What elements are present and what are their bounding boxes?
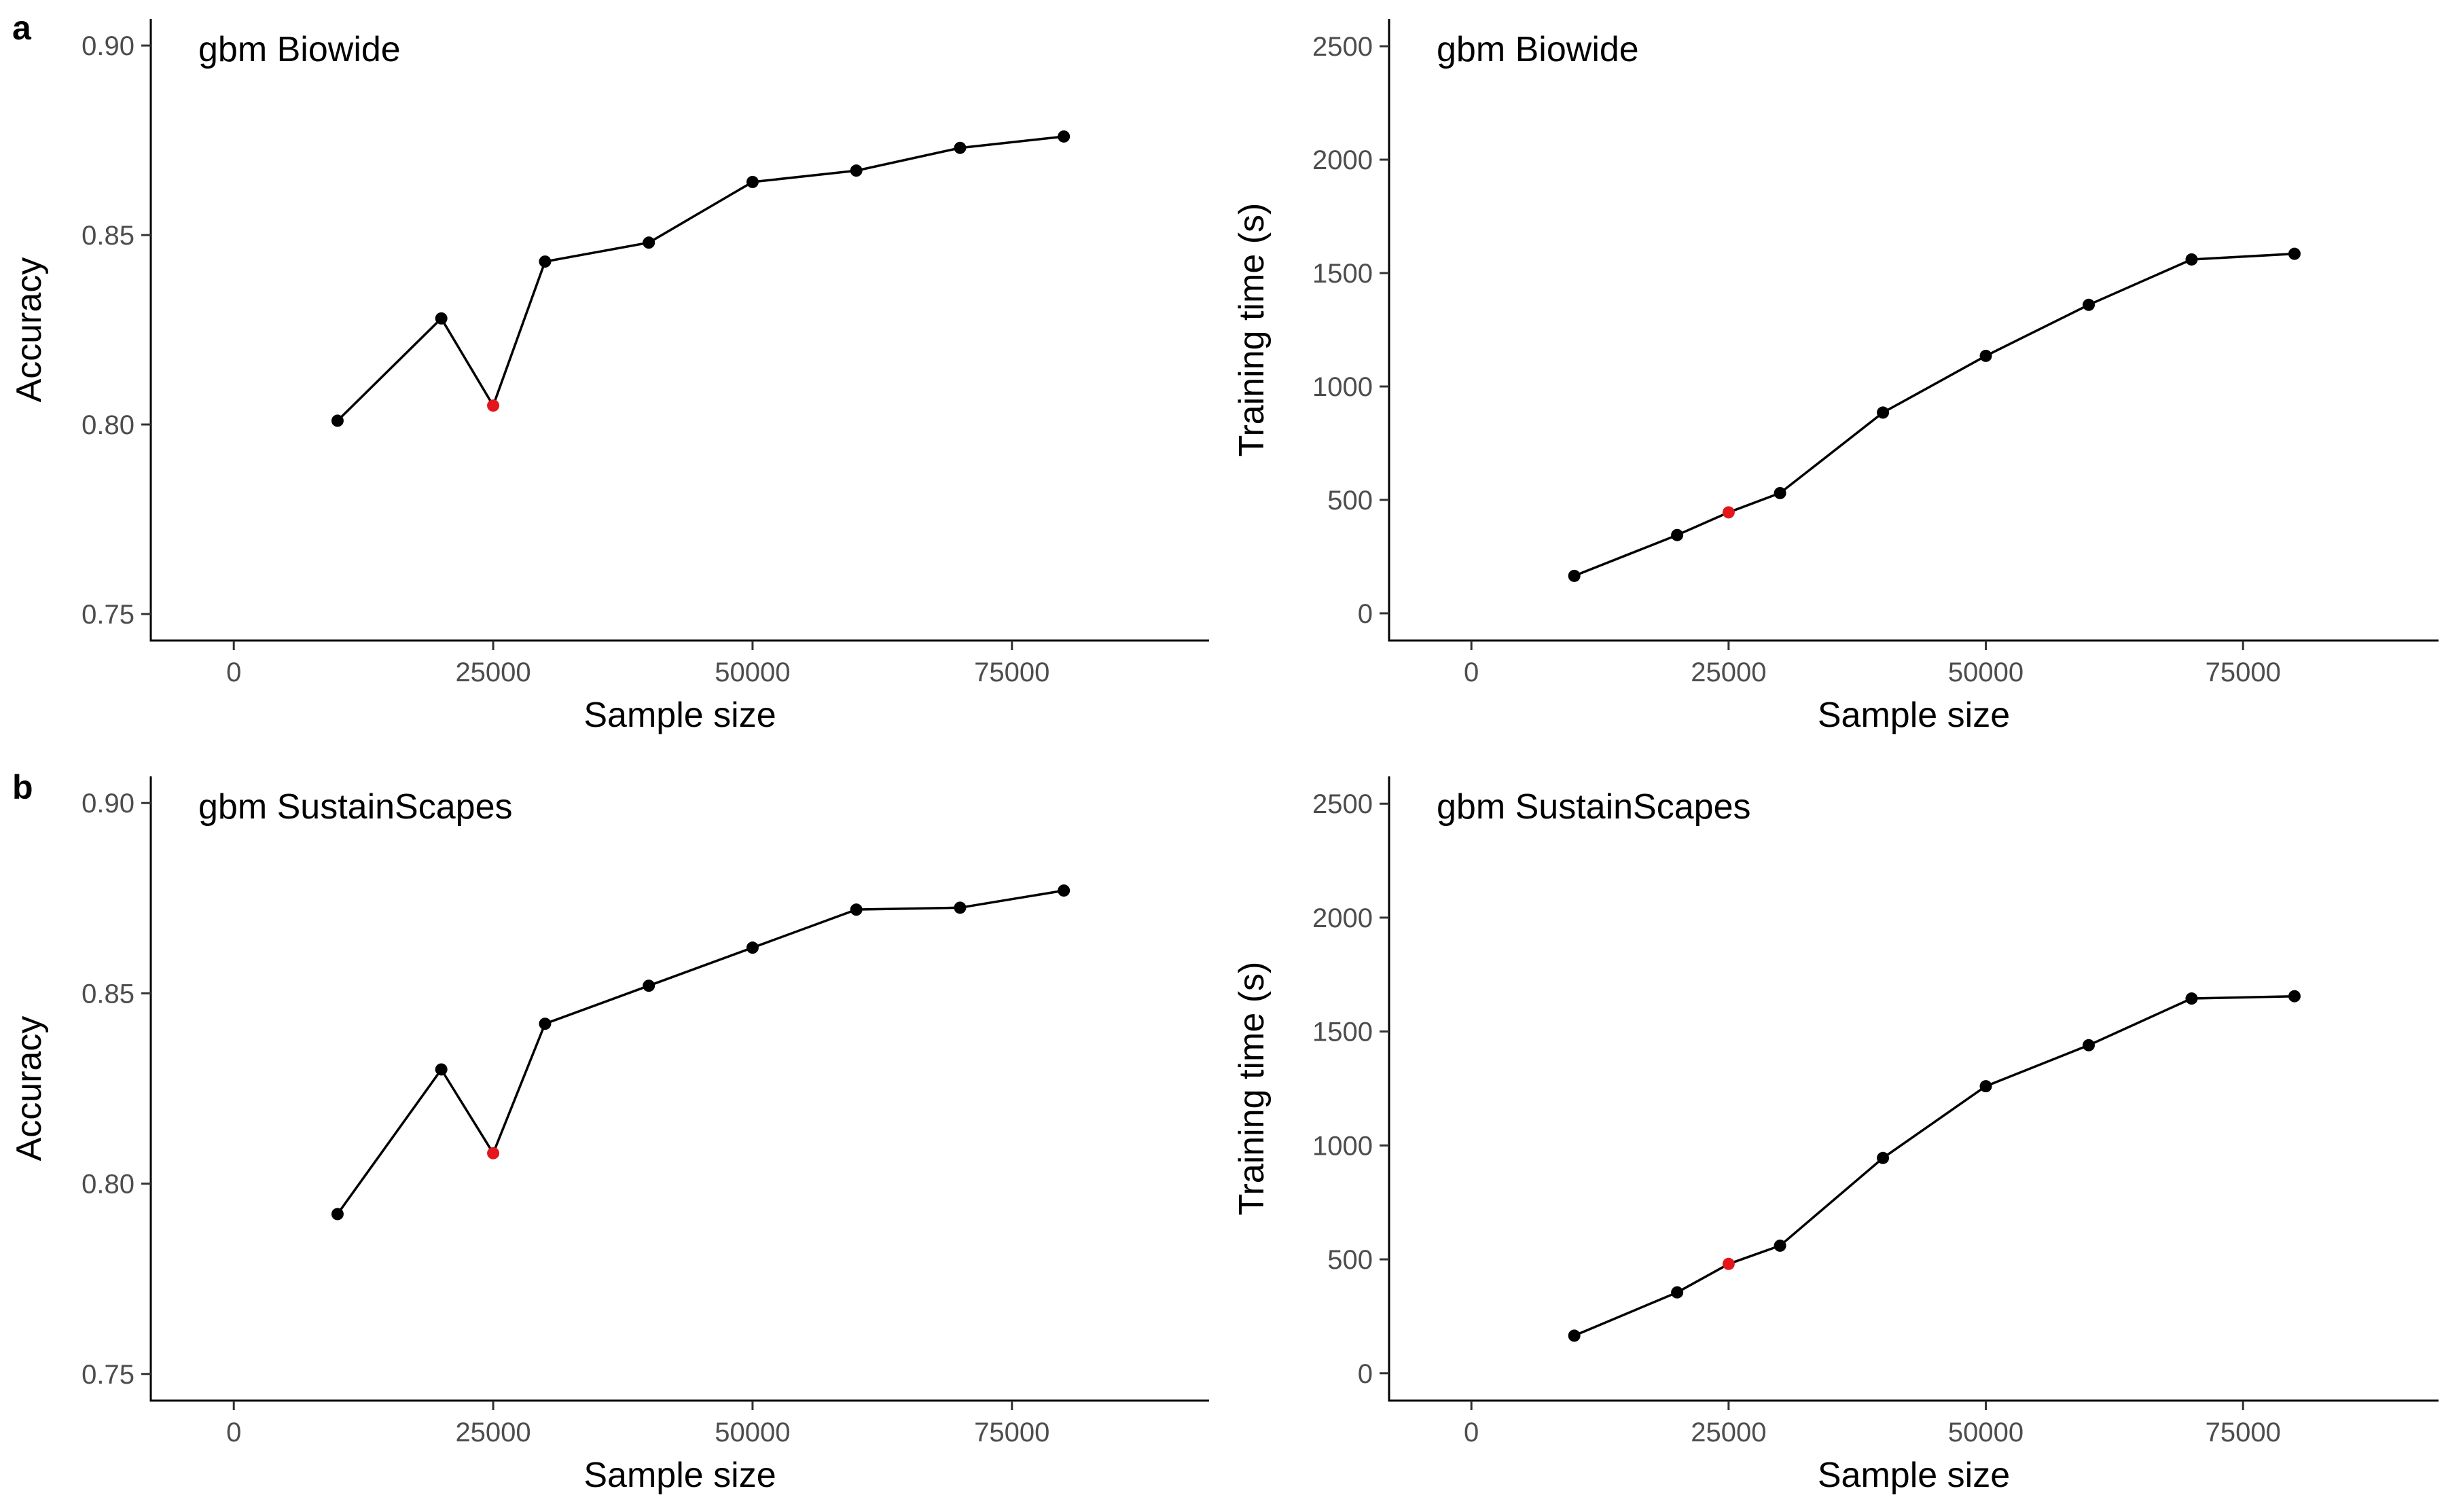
data-point: [435, 312, 448, 325]
data-point: [954, 901, 967, 914]
x-tick-label: 0: [226, 658, 241, 687]
y-tick-label: 1000: [1312, 1131, 1373, 1161]
x-tick-label: 0: [1464, 658, 1479, 687]
y-tick-label: 0.80: [82, 1170, 134, 1200]
y-tick-label: 0.90: [82, 789, 134, 818]
series-line: [336, 135, 1064, 422]
data-point: [1979, 349, 1992, 362]
data-point: [850, 903, 863, 916]
data-point: [1774, 486, 1786, 499]
data-point: [643, 979, 655, 992]
y-tick-label: 2000: [1312, 903, 1373, 933]
chart-title: gbm SustainScapes: [1437, 787, 1751, 827]
chart-title: gbm Biowide: [198, 30, 401, 69]
highlight-point: [487, 1147, 500, 1159]
y-tick-label: 0.90: [82, 31, 134, 61]
y-tick-label: 0.75: [82, 600, 134, 630]
chart-training-time-biowide: 0 25000 50000 75000 0 500 1000 1500 2000 2500 Samp…: [1232, 19, 2439, 735]
x-tick-label: 50000: [1948, 1418, 2024, 1447]
data-point: [2185, 992, 2198, 1005]
data-point: [954, 141, 967, 154]
x-tick-label: 0: [1464, 1418, 1479, 1447]
y-tick-label: 0.85: [82, 221, 134, 251]
x-axis-title: Sample size: [1818, 696, 2010, 735]
chart-training-time-sustainscapes: 0 25000 50000 75000 0 500 1000 1500 2000 2500 Samp…: [1232, 776, 2439, 1495]
highlight-point: [487, 399, 500, 412]
data-point: [1671, 528, 1684, 541]
y-tick-label: 0.80: [82, 410, 134, 440]
y-tick-label: 0: [1358, 1359, 1373, 1389]
y-tick-label: 1000: [1312, 372, 1373, 402]
data-point: [1877, 1151, 1890, 1164]
data-point: [746, 941, 759, 954]
data-point: [1058, 130, 1071, 143]
y-axis-title: Training time (s): [1232, 203, 1272, 457]
x-axis-title: Sample size: [1818, 1456, 2010, 1495]
data-point: [746, 175, 759, 188]
data-point: [2083, 1039, 2095, 1051]
y-tick-label: 1500: [1312, 259, 1373, 289]
y-axis-title: Training time (s): [1232, 962, 1272, 1216]
data-point: [2083, 298, 2095, 311]
x-tick-label: 75000: [2206, 658, 2281, 687]
data-point: [2288, 990, 2301, 1003]
data-point: [331, 1208, 344, 1221]
data-point: [850, 164, 863, 177]
data-point: [1058, 884, 1071, 897]
x-axis-title: Sample size: [583, 1456, 776, 1495]
data-point: [435, 1063, 448, 1076]
y-tick-label: 2500: [1312, 32, 1373, 62]
y-axis-title: Accuracy: [10, 1016, 49, 1162]
series-line: [1573, 994, 2295, 1337]
chart-accuracy-sustainscapes: 0 25000 50000 75000 0.75 0.80 0.85 0.90 Sample s…: [10, 776, 1209, 1495]
y-tick-label: 1500: [1312, 1018, 1373, 1047]
chart-title: gbm Biowide: [1437, 30, 1639, 69]
data-point: [2288, 247, 2301, 260]
data-point: [1568, 1329, 1581, 1342]
chart-accuracy-biowide: 0 25000 50000 75000 0.75 0.80 0.85 0.90 Sample s…: [10, 19, 1209, 735]
x-tick-label: 0: [226, 1418, 241, 1447]
series-line: [336, 889, 1064, 1215]
y-tick-label: 0.85: [82, 979, 134, 1009]
y-tick-label: 0.75: [82, 1360, 134, 1390]
data-point: [331, 414, 344, 427]
series-line: [1573, 252, 2295, 577]
x-tick-label: 50000: [715, 1418, 790, 1447]
data-point: [1774, 1239, 1786, 1252]
x-tick-label: 25000: [1691, 658, 1766, 687]
x-tick-label: 25000: [455, 1418, 530, 1447]
data-point: [1568, 569, 1581, 582]
x-tick-label: 75000: [2206, 1418, 2281, 1447]
x-tick-label: 25000: [455, 658, 530, 687]
panel-label-a: a: [12, 9, 31, 47]
y-tick-label: 500: [1327, 1245, 1373, 1275]
data-point: [1671, 1286, 1684, 1299]
x-tick-label: 50000: [1948, 658, 2024, 687]
data-point: [1877, 406, 1890, 419]
highlight-point: [1722, 506, 1735, 519]
y-tick-label: 2000: [1312, 145, 1373, 175]
data-point: [539, 255, 552, 268]
x-tick-label: 25000: [1691, 1418, 1766, 1447]
panel-label-b: b: [12, 768, 33, 806]
data-point: [2185, 253, 2198, 266]
data-point: [643, 236, 655, 249]
chart-title: gbm SustainScapes: [198, 787, 513, 827]
y-tick-label: 2500: [1312, 789, 1373, 819]
y-axis-title: Accuracy: [10, 257, 49, 403]
highlight-point: [1722, 1257, 1735, 1270]
data-point: [539, 1018, 552, 1030]
x-tick-label: 75000: [974, 1418, 1049, 1447]
data-point: [1979, 1080, 1992, 1093]
x-tick-label: 75000: [974, 658, 1049, 687]
x-tick-label: 50000: [715, 658, 790, 687]
x-axis-title: Sample size: [583, 696, 776, 735]
y-tick-label: 500: [1327, 486, 1373, 516]
y-tick-label: 0: [1358, 599, 1373, 629]
